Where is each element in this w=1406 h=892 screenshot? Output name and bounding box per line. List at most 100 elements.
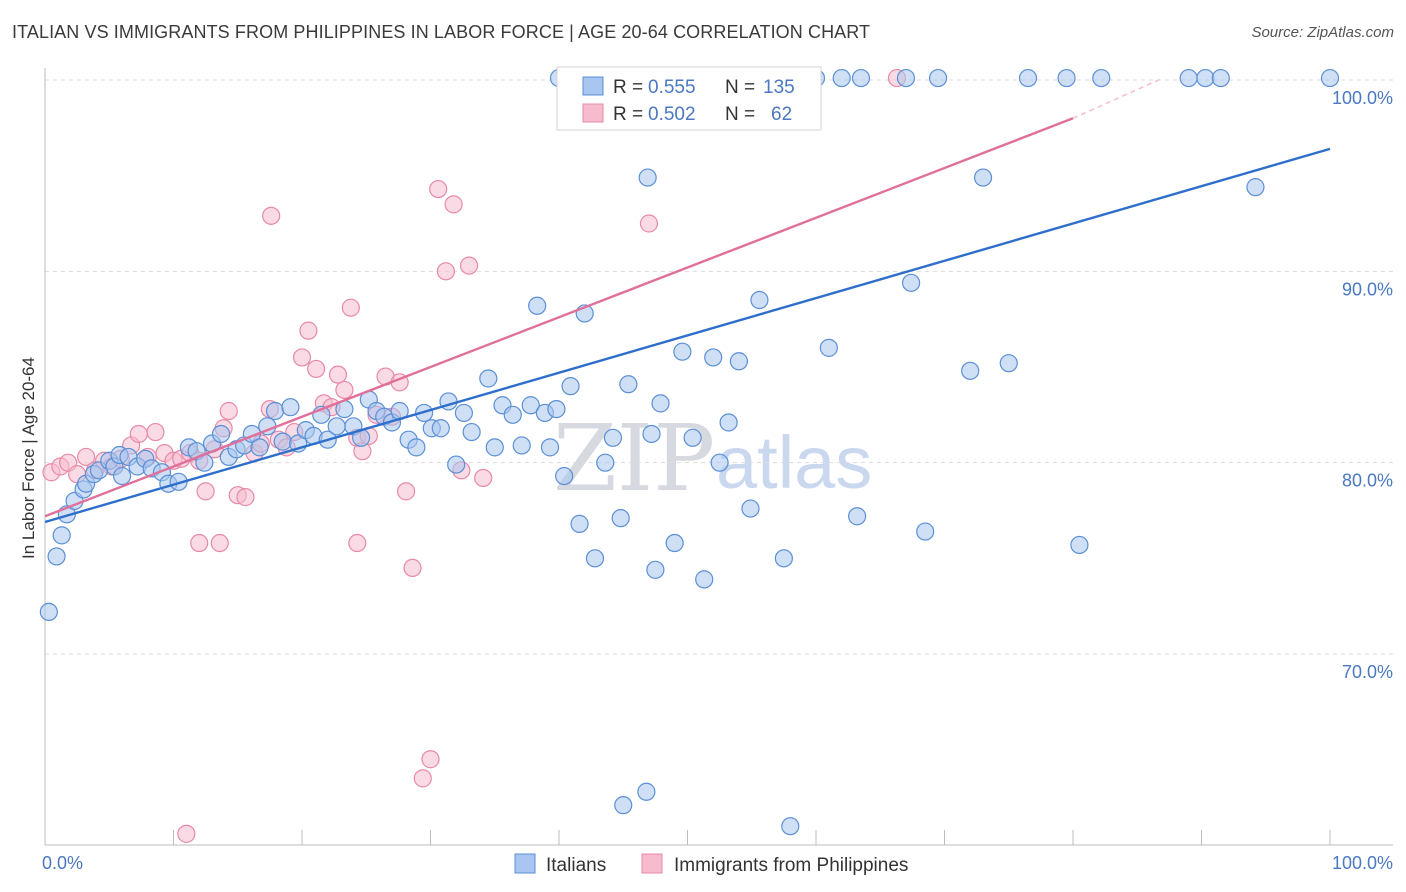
italians-point [619,375,638,394]
italians-point [407,438,426,457]
italians-point [741,499,760,518]
italians-point [901,273,921,292]
italians-point [596,453,615,472]
italians-point [646,560,665,579]
philippines-point [190,533,209,553]
italians-point [479,369,498,388]
x-tick-labels: 0.0% 100.0% [42,853,1393,873]
philippines-point [348,533,367,553]
italians-point [848,507,867,526]
italians-point [916,522,935,541]
italians-point [1196,68,1215,88]
philippines-trend-extension [1072,77,1164,119]
x-axis-ticks [44,830,1331,845]
legend-philippines-label: Immigrants from Philippines [674,855,908,876]
italians-point [39,602,58,622]
italians-point [521,396,540,415]
italians-n-label: N = [725,77,755,98]
italians-point [673,342,692,361]
italians-point [273,432,292,451]
philippines-point [444,195,463,214]
philippines-point [292,348,312,367]
italians-point [611,509,630,528]
italians-point [555,466,574,486]
italians-point [729,352,749,371]
italians-point [112,466,132,486]
italians-point [462,422,481,442]
philippines-point [262,206,281,225]
italians-point [1092,68,1111,88]
italians-point [281,398,300,417]
italians-point [512,436,531,455]
philippines-point [403,558,422,578]
italians-point [781,817,800,836]
italians-point [638,168,657,187]
italians-point [819,338,838,357]
italians-point [928,68,948,88]
philippines-r-value: 0.502 [648,104,696,125]
italians-point [447,455,466,474]
italians-point [431,419,450,438]
philippines-point [341,298,360,317]
stats-box: R = 0.555 N = 135 R = 0.502 N = 62 [556,66,822,131]
philippines-point [421,750,440,769]
italians-point [47,547,66,566]
italians-point [704,348,723,367]
philippines-point [196,482,215,501]
italians-point [547,399,566,419]
legend: Italians Immigrants from Philippines [514,853,908,876]
italians-point [642,424,661,444]
italians-point [832,68,851,88]
source-attribution: Source: ZipAtlas.com [1251,24,1394,41]
philippines-point [436,262,456,281]
philippines-n-value: 62 [771,104,792,125]
philippines-point [335,380,354,400]
italians-point [999,354,1018,373]
philippines-point [146,422,165,442]
philippines-point [639,214,659,233]
gridlines [45,79,1393,655]
philippines-point [236,488,255,507]
italians-point [1320,68,1340,88]
y-tick-labels: 70.0% 80.0% 90.0% 100.0% [1332,88,1393,682]
italians-point [250,438,269,457]
watermark-zip: ZIP [553,405,715,512]
y-tick-label: 100.0% [1332,88,1393,108]
philippines-point [177,824,196,843]
philippines-trend-line [44,117,1074,518]
italians-n-value: 135 [763,77,795,98]
chart-title: ITALIAN VS IMMIGRANTS FROM PHILIPPINES I… [12,22,871,42]
legend-italians-label: Italians [546,855,606,876]
italians-point [327,417,346,436]
italians-point [1211,68,1230,88]
italians-trend-line [44,147,1331,524]
philippines-point [429,179,448,199]
italians-point [561,377,580,396]
philippines-point [413,769,432,788]
italians-point [528,296,547,315]
philippines-point [396,482,416,501]
philippines-r-label: R = [613,104,643,125]
italians-point [695,570,714,589]
italians-point [1179,68,1198,88]
italians-point [961,361,980,380]
philippines-point [474,468,493,488]
italians-point [665,533,684,553]
italians-point [503,405,522,424]
legend-philippines-swatch [641,853,663,874]
italians-point [485,438,504,457]
y-tick-label: 90.0% [1342,279,1393,299]
legend-italians-swatch [514,853,536,874]
italians-point [719,413,738,432]
y-axis-label: In Labor Force | Age 20-64 [19,357,38,559]
philippines-point [129,424,148,444]
philippines-point [307,359,326,379]
italians-point [570,514,589,533]
italians-point [540,438,560,457]
italians-point [710,453,729,472]
italians-point [265,401,285,421]
italians-point [651,394,670,413]
philippines-point [77,447,96,467]
italians-point [1070,535,1089,555]
